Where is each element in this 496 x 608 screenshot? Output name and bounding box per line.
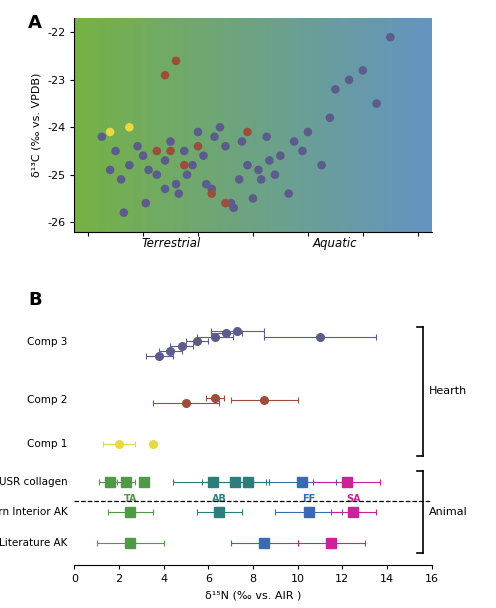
Point: [227, 198, 235, 208]
Point: [167, 137, 175, 147]
Point: [181, 161, 188, 170]
Text: TA: TA: [124, 494, 137, 504]
Point: [263, 132, 271, 142]
Point: [125, 122, 133, 132]
Point: [161, 184, 169, 194]
Point: [235, 174, 243, 184]
Point: [199, 151, 207, 161]
Point: [167, 146, 175, 156]
Point: [299, 146, 307, 156]
Text: AB: AB: [212, 494, 227, 504]
Point: [386, 32, 394, 42]
Point: [265, 156, 273, 165]
Point: [139, 151, 147, 161]
Text: Comp 1: Comp 1: [27, 438, 67, 449]
Point: [208, 188, 216, 198]
Point: [117, 174, 125, 184]
Point: [181, 146, 188, 156]
Point: [161, 156, 169, 165]
Point: [290, 137, 298, 147]
Point: [125, 161, 133, 170]
Point: [106, 127, 114, 137]
Point: [120, 208, 128, 218]
Point: [216, 122, 224, 132]
Point: [172, 56, 180, 66]
Point: [112, 146, 120, 156]
Point: [106, 165, 114, 175]
Point: [194, 142, 202, 151]
Text: Literature AK: Literature AK: [0, 537, 67, 548]
Point: [254, 165, 262, 175]
Text: Modern Interior AK: Modern Interior AK: [0, 507, 67, 517]
Point: [230, 203, 238, 213]
Text: FF: FF: [302, 494, 315, 504]
Point: [161, 71, 169, 80]
Point: [222, 198, 230, 208]
Point: [238, 137, 246, 147]
Point: [317, 161, 325, 170]
Point: [331, 85, 339, 94]
Point: [208, 184, 216, 194]
Text: Comp 2: Comp 2: [27, 395, 67, 406]
Point: [153, 146, 161, 156]
Point: [222, 142, 230, 151]
Point: [249, 193, 257, 203]
Point: [98, 132, 106, 142]
Point: [202, 179, 210, 189]
Point: [172, 179, 180, 189]
Point: [194, 127, 202, 137]
Text: Comp 3: Comp 3: [27, 337, 67, 347]
X-axis label: δ¹⁵N (‰ vs. AIR ): δ¹⁵N (‰ vs. AIR ): [205, 590, 301, 600]
Point: [210, 132, 218, 142]
Text: Aquatic: Aquatic: [313, 237, 358, 249]
Text: USR collagen: USR collagen: [0, 477, 67, 486]
Text: Animal: Animal: [430, 507, 468, 517]
Text: A: A: [28, 14, 42, 32]
Point: [153, 170, 161, 179]
Point: [175, 188, 183, 198]
Text: Terrestrial: Terrestrial: [141, 237, 200, 249]
Point: [133, 142, 141, 151]
Point: [257, 174, 265, 184]
Point: [304, 127, 312, 137]
Point: [372, 98, 380, 108]
Point: [276, 151, 284, 161]
Point: [271, 170, 279, 179]
Point: [359, 66, 367, 75]
Point: [145, 165, 153, 175]
Point: [244, 127, 251, 137]
Text: Hearth: Hearth: [430, 387, 468, 396]
Point: [188, 161, 196, 170]
Point: [183, 170, 191, 179]
Point: [285, 188, 293, 198]
Point: [345, 75, 353, 85]
Text: SA: SA: [346, 494, 361, 504]
Text: B: B: [28, 291, 42, 309]
Point: [244, 161, 251, 170]
Point: [142, 198, 150, 208]
Y-axis label: δ¹³C (‰ vs. VPDB): δ¹³C (‰ vs. VPDB): [32, 73, 42, 177]
Point: [326, 113, 334, 123]
